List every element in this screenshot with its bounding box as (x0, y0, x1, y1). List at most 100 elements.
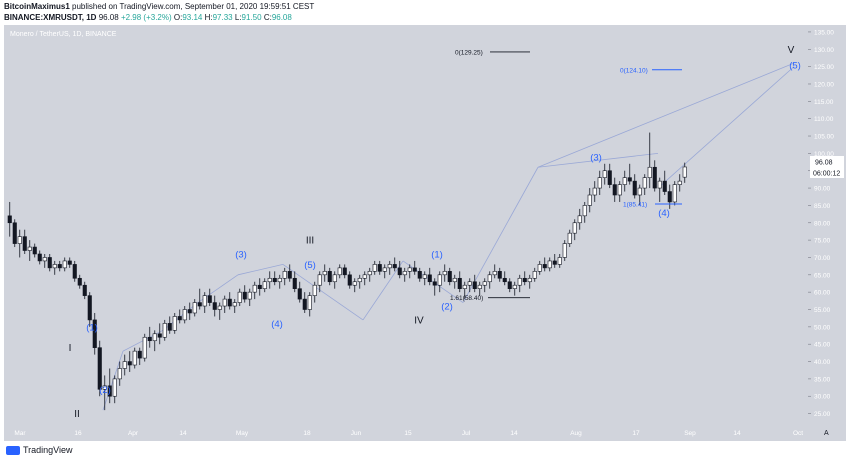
candle (502, 277, 507, 283)
candle (582, 205, 587, 217)
y-tick-label: 55.00 (814, 307, 831, 314)
y-tick-label: 125.00 (814, 64, 834, 71)
candle (377, 264, 382, 272)
candle (332, 274, 337, 283)
candle (72, 264, 77, 279)
candle (27, 246, 32, 251)
candle (402, 271, 407, 276)
tradingview-logo[interactable]: TradingView (6, 445, 73, 455)
candle (542, 264, 547, 269)
candle (382, 267, 387, 272)
y-tick-label: 130.00 (814, 47, 834, 54)
open-label: O: (173, 13, 183, 22)
wave-label: V (788, 45, 795, 56)
candle (327, 271, 332, 283)
candle (167, 323, 172, 331)
fib-label: 1.61(58.40) (450, 295, 483, 302)
candle (537, 264, 542, 272)
candle (37, 253, 42, 262)
wave-connector (462, 167, 539, 303)
chart-pane[interactable] (4, 25, 808, 441)
candle (292, 277, 297, 289)
fib-label: 1(85.41) (623, 201, 647, 208)
candle (67, 260, 72, 265)
last-price: 96.08 (98, 13, 119, 22)
candle (562, 243, 567, 258)
candle (32, 246, 37, 255)
chart-title: Monero / TetherUS, 1D, BINANCE (10, 31, 117, 38)
candle (572, 222, 577, 234)
candle (212, 302, 217, 310)
candle (567, 232, 572, 244)
candle (17, 236, 22, 244)
price-axis[interactable] (808, 25, 846, 441)
candle (22, 236, 27, 251)
candle (682, 166, 687, 178)
candle (522, 277, 527, 283)
x-tick-label: 16 (74, 430, 82, 437)
candle (202, 295, 207, 307)
candle (302, 298, 307, 310)
y-tick-label: 60.00 (814, 290, 831, 297)
fib-label: 0(124.10) (620, 67, 648, 74)
wave-label: II (74, 409, 80, 420)
candle (82, 284, 87, 296)
y-tick-label: 45.00 (814, 342, 831, 349)
candle (187, 309, 192, 314)
wave-projection (657, 66, 795, 189)
countdown-box (810, 167, 844, 178)
symbol-line: BINANCE:XMRUSDT, 1D (4, 13, 97, 22)
auto-scale-button[interactable]: A (824, 430, 829, 437)
candle (602, 170, 607, 178)
close-label: C: (263, 13, 272, 22)
candle (132, 350, 137, 366)
footer: TradingView (0, 441, 850, 461)
candle (357, 277, 362, 283)
wave-lines (102, 62, 795, 411)
candle (622, 177, 627, 185)
y-tick-label: 30.00 (814, 394, 831, 401)
candle (457, 277, 462, 289)
wave-label: (2) (441, 302, 453, 313)
candle (227, 298, 232, 307)
price-chart[interactable]: Monero / TetherUS, 1D, BINANCE 0(129.25)… (0, 0, 850, 441)
candle (367, 271, 372, 276)
y-tick-label: 90.00 (814, 186, 831, 193)
candle (642, 177, 647, 189)
candle (352, 281, 357, 286)
candle (247, 291, 252, 300)
candle (627, 177, 632, 182)
wave-label: (4) (658, 208, 670, 219)
x-tick-label: Sep (684, 430, 696, 437)
ohlc-header: BINANCE:XMRUSDT, 1D 96.08 +2.98 (+3.2%) … (4, 13, 292, 22)
candle (657, 180, 662, 189)
candle (282, 271, 287, 279)
publish-info: published on TradingView.com, September … (72, 2, 315, 11)
open-value: 93.14 (182, 13, 203, 22)
candle (607, 170, 612, 185)
candle (587, 194, 592, 206)
author-name[interactable]: BitcoinMaximus1 (4, 2, 70, 11)
candle (477, 284, 482, 289)
y-tick-label: 105.00 (814, 134, 834, 141)
wave-connector (362, 260, 404, 321)
candle (57, 264, 62, 269)
candle (552, 260, 557, 265)
x-tick-label: Apr (128, 430, 139, 437)
wave-label: (1) (86, 322, 98, 333)
candle (122, 361, 127, 369)
candle (432, 281, 437, 286)
candle (297, 288, 302, 300)
tradingview-brand: TradingView (23, 445, 73, 455)
candle (467, 281, 472, 286)
x-tick-label: Mar (14, 430, 26, 437)
candle (462, 284, 467, 289)
candle (487, 274, 492, 283)
candle (182, 309, 187, 321)
candle (507, 281, 512, 289)
y-tick-label: 80.00 (814, 220, 831, 227)
price-label-box (810, 156, 844, 167)
candle (107, 385, 112, 397)
